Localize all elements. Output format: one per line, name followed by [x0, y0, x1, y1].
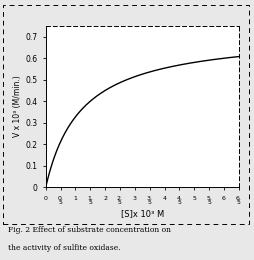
Text: Fig. 2 Effect of substrate concentration on: Fig. 2 Effect of substrate concentration…	[8, 226, 171, 234]
X-axis label: [S]x 10³ M: [S]x 10³ M	[121, 209, 164, 218]
Y-axis label: V x 10³ (M/min.): V x 10³ (M/min.)	[13, 76, 23, 138]
Text: the activity of sulfite oxidase.: the activity of sulfite oxidase.	[8, 244, 120, 252]
